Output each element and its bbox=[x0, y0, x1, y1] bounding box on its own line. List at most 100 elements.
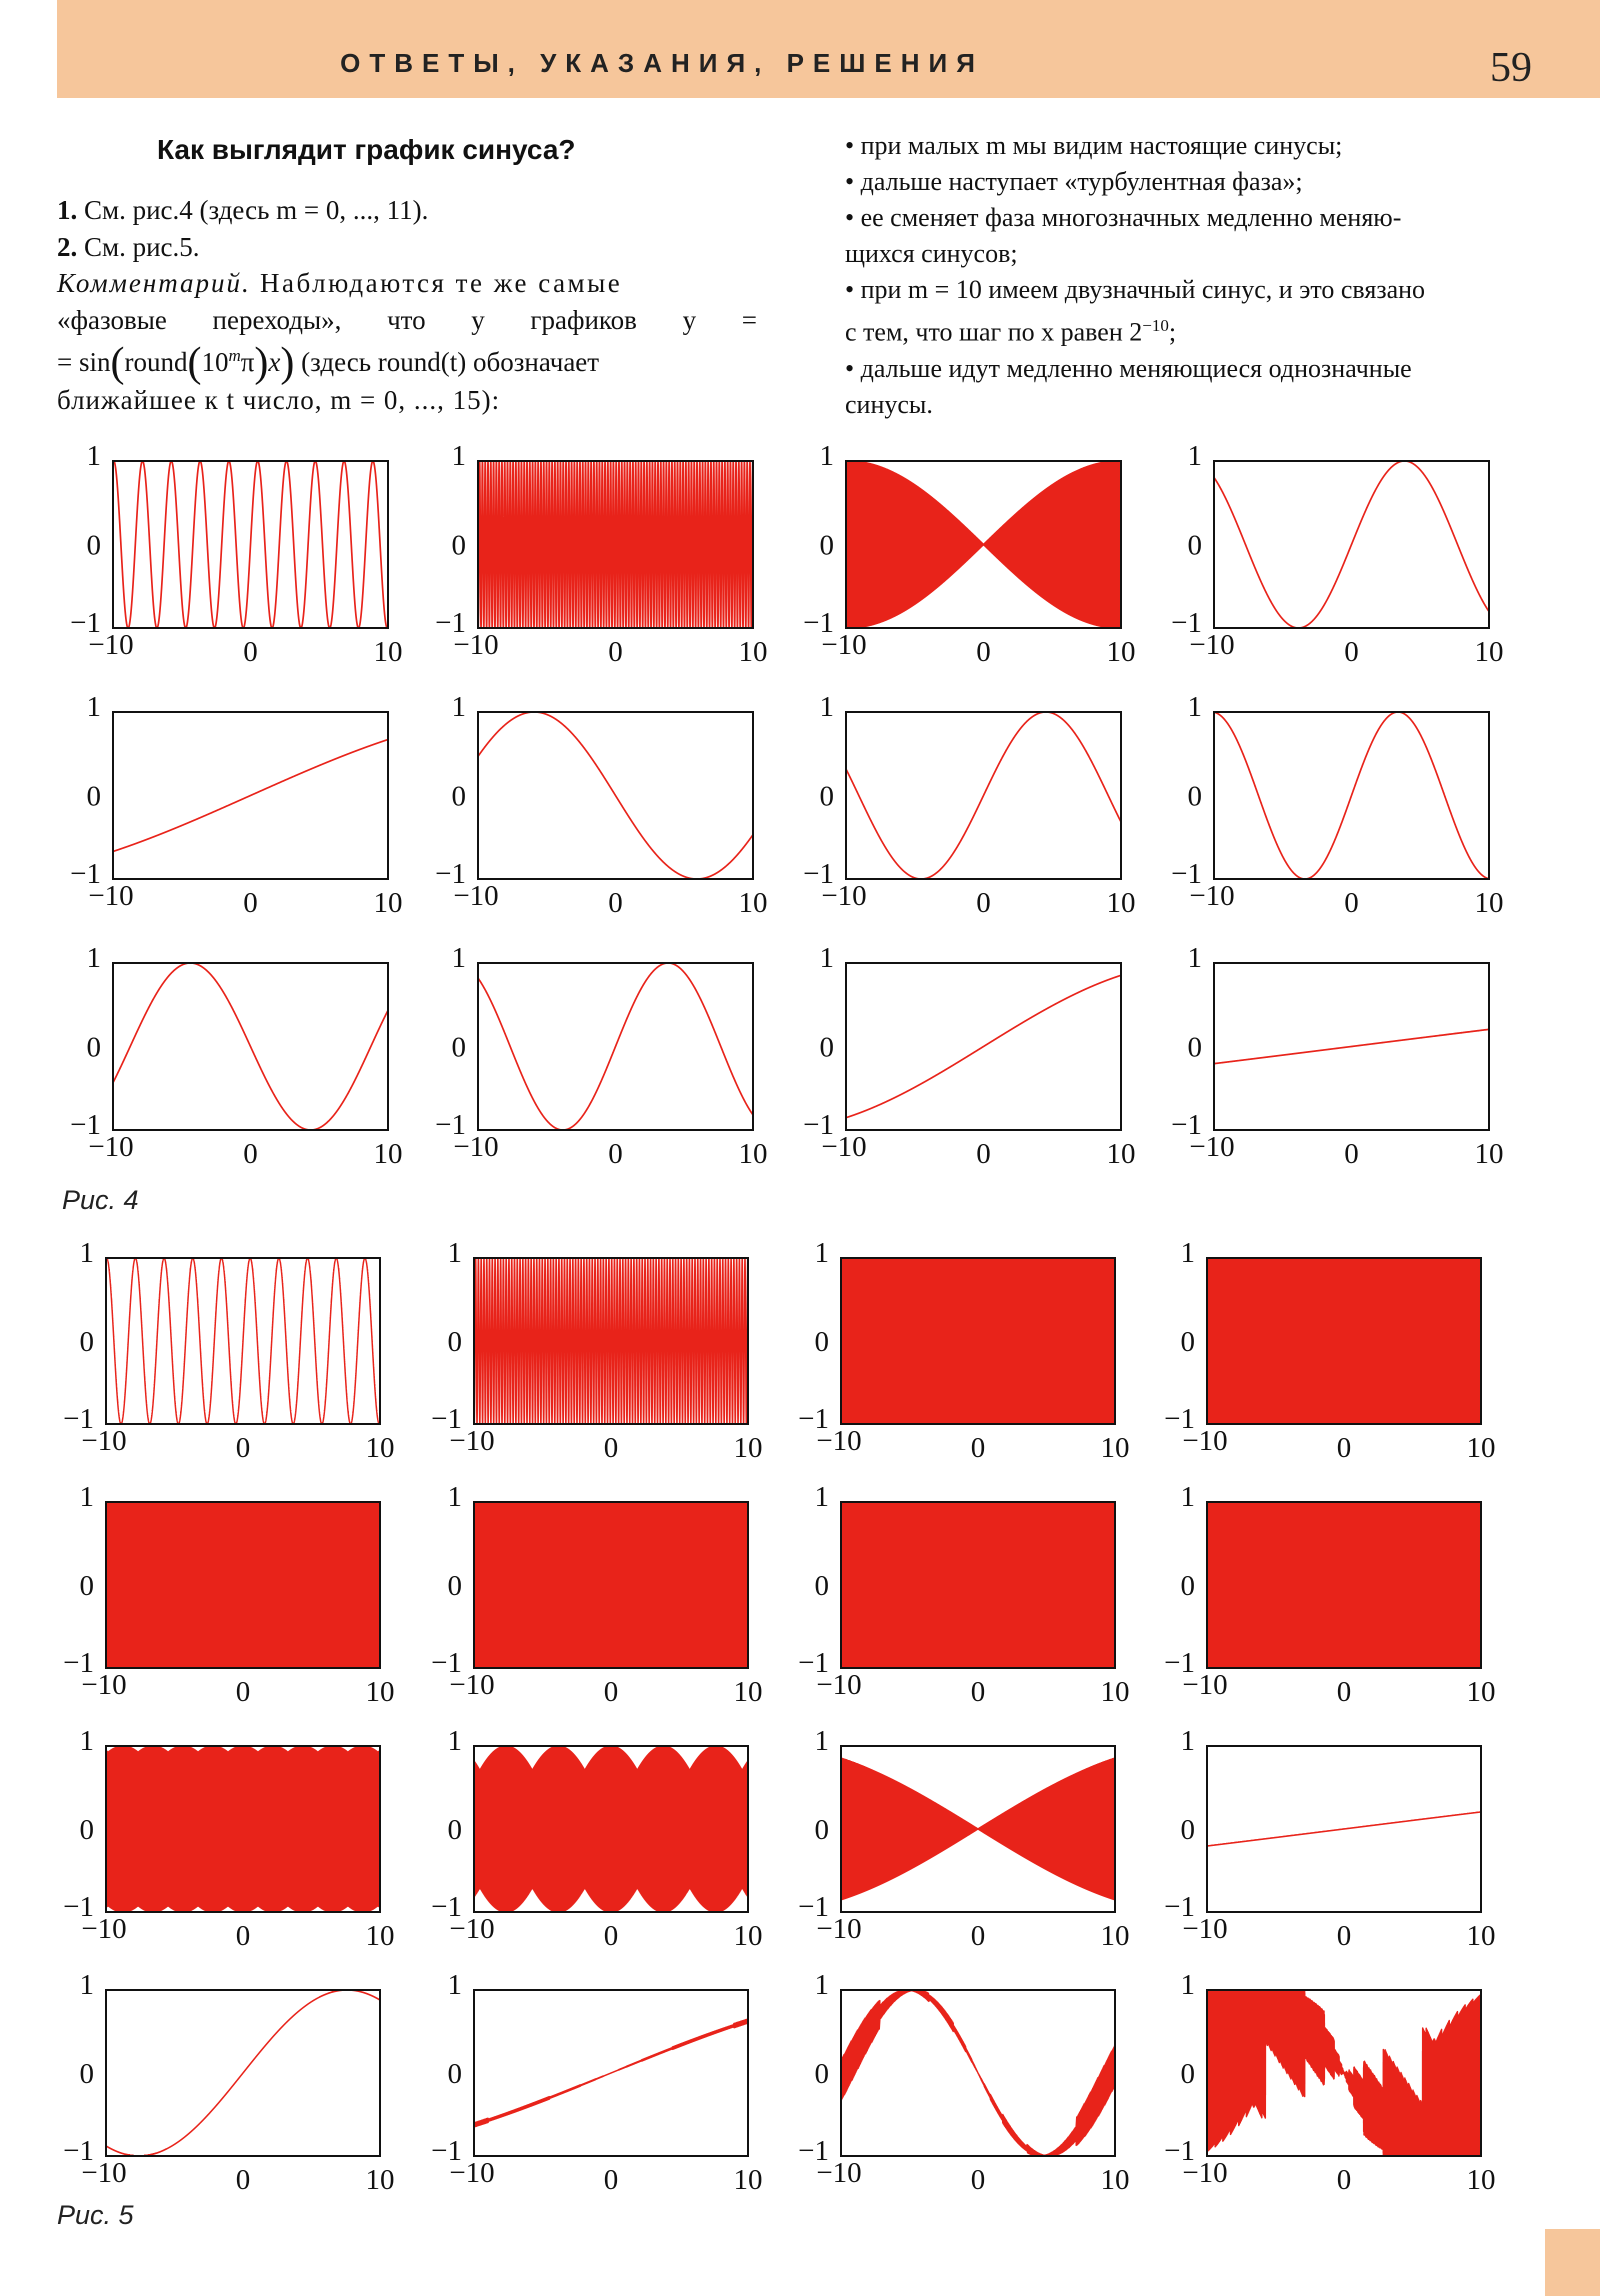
y-tick-label: 1 bbox=[87, 440, 102, 472]
y-tick-label: 1 bbox=[87, 942, 102, 974]
y-tick-label: 0 bbox=[1188, 530, 1203, 562]
x-tick-label: 10 bbox=[1101, 1920, 1130, 1952]
y-tick-label: 1 bbox=[1188, 691, 1203, 723]
y-tick-label: 1 bbox=[448, 1481, 463, 1513]
sine-curve bbox=[113, 963, 388, 1130]
x-tick-label: −10 bbox=[81, 1669, 126, 1701]
x-tick-label: −10 bbox=[821, 1131, 866, 1163]
sine-panel-m7: 10−1−10 0 10 bbox=[1164, 1481, 1495, 1708]
x-tick-label: 0 bbox=[971, 1676, 986, 1708]
y-tick-label: 1 bbox=[1181, 1481, 1196, 1513]
x-tick-label: 10 bbox=[366, 2164, 395, 2196]
sine-curve bbox=[106, 1746, 380, 1912]
x-tick-label: 10 bbox=[366, 1676, 395, 1708]
x-tick-label: −10 bbox=[88, 629, 133, 661]
sine-panel-m6: 10−1−10 0 10 bbox=[798, 1481, 1129, 1708]
x-tick-label: −10 bbox=[449, 2157, 494, 2189]
y-tick-label: 0 bbox=[448, 1814, 463, 1846]
x-tick-label: 0 bbox=[236, 1676, 251, 1708]
x-tick-label: −10 bbox=[816, 1669, 861, 1701]
corner-tab bbox=[1545, 2229, 1600, 2296]
y-tick-label: 0 bbox=[820, 781, 835, 813]
sine-panel-m6: 10−1−10 0 10 bbox=[803, 691, 1135, 919]
x-tick-label: 0 bbox=[971, 1920, 986, 1952]
sine-curve bbox=[474, 1258, 748, 1424]
y-tick-label: 0 bbox=[87, 1032, 102, 1064]
x-tick-label: −10 bbox=[449, 1669, 494, 1701]
sine-panel-m4: 10−1−10 0 10 bbox=[63, 1481, 394, 1708]
x-tick-label: 10 bbox=[1467, 1920, 1496, 1952]
sine-panel-m5: 10−1−10 0 10 bbox=[431, 1481, 762, 1708]
y-tick-label: 0 bbox=[815, 1326, 830, 1358]
y-tick-label: 0 bbox=[820, 1032, 835, 1064]
x-tick-label: −10 bbox=[81, 1913, 126, 1945]
sine-curve bbox=[1207, 1990, 1481, 2156]
sine-curve bbox=[841, 1502, 1115, 1668]
x-tick-label: 10 bbox=[739, 1138, 768, 1170]
sine-panel-m3: 10−1−10 0 10 bbox=[1171, 440, 1503, 668]
y-tick-label: 1 bbox=[80, 1969, 95, 2001]
sine-panel-m14: 10−1−10 0 10 bbox=[798, 1969, 1129, 2196]
x-tick-label: 10 bbox=[1101, 1432, 1130, 1464]
x-tick-label: −10 bbox=[816, 1913, 861, 1945]
sine-curve bbox=[113, 461, 388, 628]
x-tick-label: −10 bbox=[1182, 1669, 1227, 1701]
x-tick-label: 0 bbox=[604, 1920, 619, 1952]
y-tick-label: 1 bbox=[1181, 1725, 1196, 1757]
x-tick-label: 10 bbox=[1475, 1138, 1504, 1170]
sine-curve bbox=[474, 2019, 748, 2127]
x-tick-label: 10 bbox=[1101, 1676, 1130, 1708]
y-tick-label: 0 bbox=[448, 2058, 463, 2090]
sine-curve bbox=[478, 712, 753, 879]
x-tick-label: −10 bbox=[449, 1425, 494, 1457]
y-tick-label: 1 bbox=[820, 691, 835, 723]
y-tick-label: 1 bbox=[1188, 440, 1203, 472]
y-tick-label: 1 bbox=[815, 1725, 830, 1757]
y-tick-label: 0 bbox=[80, 1326, 95, 1358]
sine-curve bbox=[1214, 712, 1489, 879]
y-tick-label: 0 bbox=[80, 1570, 95, 1602]
x-tick-label: 0 bbox=[1337, 1432, 1352, 1464]
x-tick-label: 10 bbox=[739, 887, 768, 919]
y-tick-label: 1 bbox=[452, 942, 467, 974]
x-tick-label: −10 bbox=[1182, 2157, 1227, 2189]
sine-curve bbox=[106, 1502, 380, 1668]
x-tick-label: 10 bbox=[374, 636, 403, 668]
x-tick-label: 10 bbox=[739, 636, 768, 668]
x-tick-label: −10 bbox=[449, 1913, 494, 1945]
sine-panel-m5: 10−1−10 0 10 bbox=[435, 691, 767, 919]
y-tick-label: 0 bbox=[815, 2058, 830, 2090]
x-tick-label: 0 bbox=[236, 2164, 251, 2196]
x-tick-label: 10 bbox=[1107, 1138, 1136, 1170]
x-tick-label: −10 bbox=[816, 2157, 861, 2189]
sine-curve bbox=[474, 1502, 748, 1668]
sine-panel-m9: 10−1−10 0 10 bbox=[431, 1725, 762, 1952]
y-tick-label: 0 bbox=[1181, 1326, 1196, 1358]
sine-curve bbox=[1214, 1029, 1489, 1063]
x-tick-label: 10 bbox=[1475, 636, 1504, 668]
y-tick-label: 0 bbox=[815, 1570, 830, 1602]
x-tick-label: 0 bbox=[236, 1920, 251, 1952]
x-tick-label: 0 bbox=[604, 1432, 619, 1464]
x-tick-label: 10 bbox=[1467, 1676, 1496, 1708]
x-tick-label: 0 bbox=[604, 1676, 619, 1708]
x-tick-label: 10 bbox=[366, 1432, 395, 1464]
y-tick-label: 0 bbox=[452, 530, 467, 562]
y-tick-label: 0 bbox=[1181, 2058, 1196, 2090]
x-tick-label: −10 bbox=[1189, 629, 1234, 661]
x-tick-label: −10 bbox=[1182, 1913, 1227, 1945]
x-tick-label: −10 bbox=[821, 629, 866, 661]
x-tick-label: 0 bbox=[604, 2164, 619, 2196]
sine-curve bbox=[106, 1258, 380, 1424]
y-tick-label: 0 bbox=[87, 781, 102, 813]
x-tick-label: −10 bbox=[88, 1131, 133, 1163]
sine-curve bbox=[841, 1758, 1115, 1900]
x-tick-label: 10 bbox=[1475, 887, 1504, 919]
x-tick-label: 0 bbox=[1344, 636, 1359, 668]
y-tick-label: 1 bbox=[448, 1237, 463, 1269]
x-tick-label: 0 bbox=[976, 887, 991, 919]
y-tick-label: 1 bbox=[1188, 942, 1203, 974]
sine-curve bbox=[1207, 1502, 1481, 1668]
sine-panel-m8: 10−1−10 0 10 bbox=[63, 1725, 394, 1952]
